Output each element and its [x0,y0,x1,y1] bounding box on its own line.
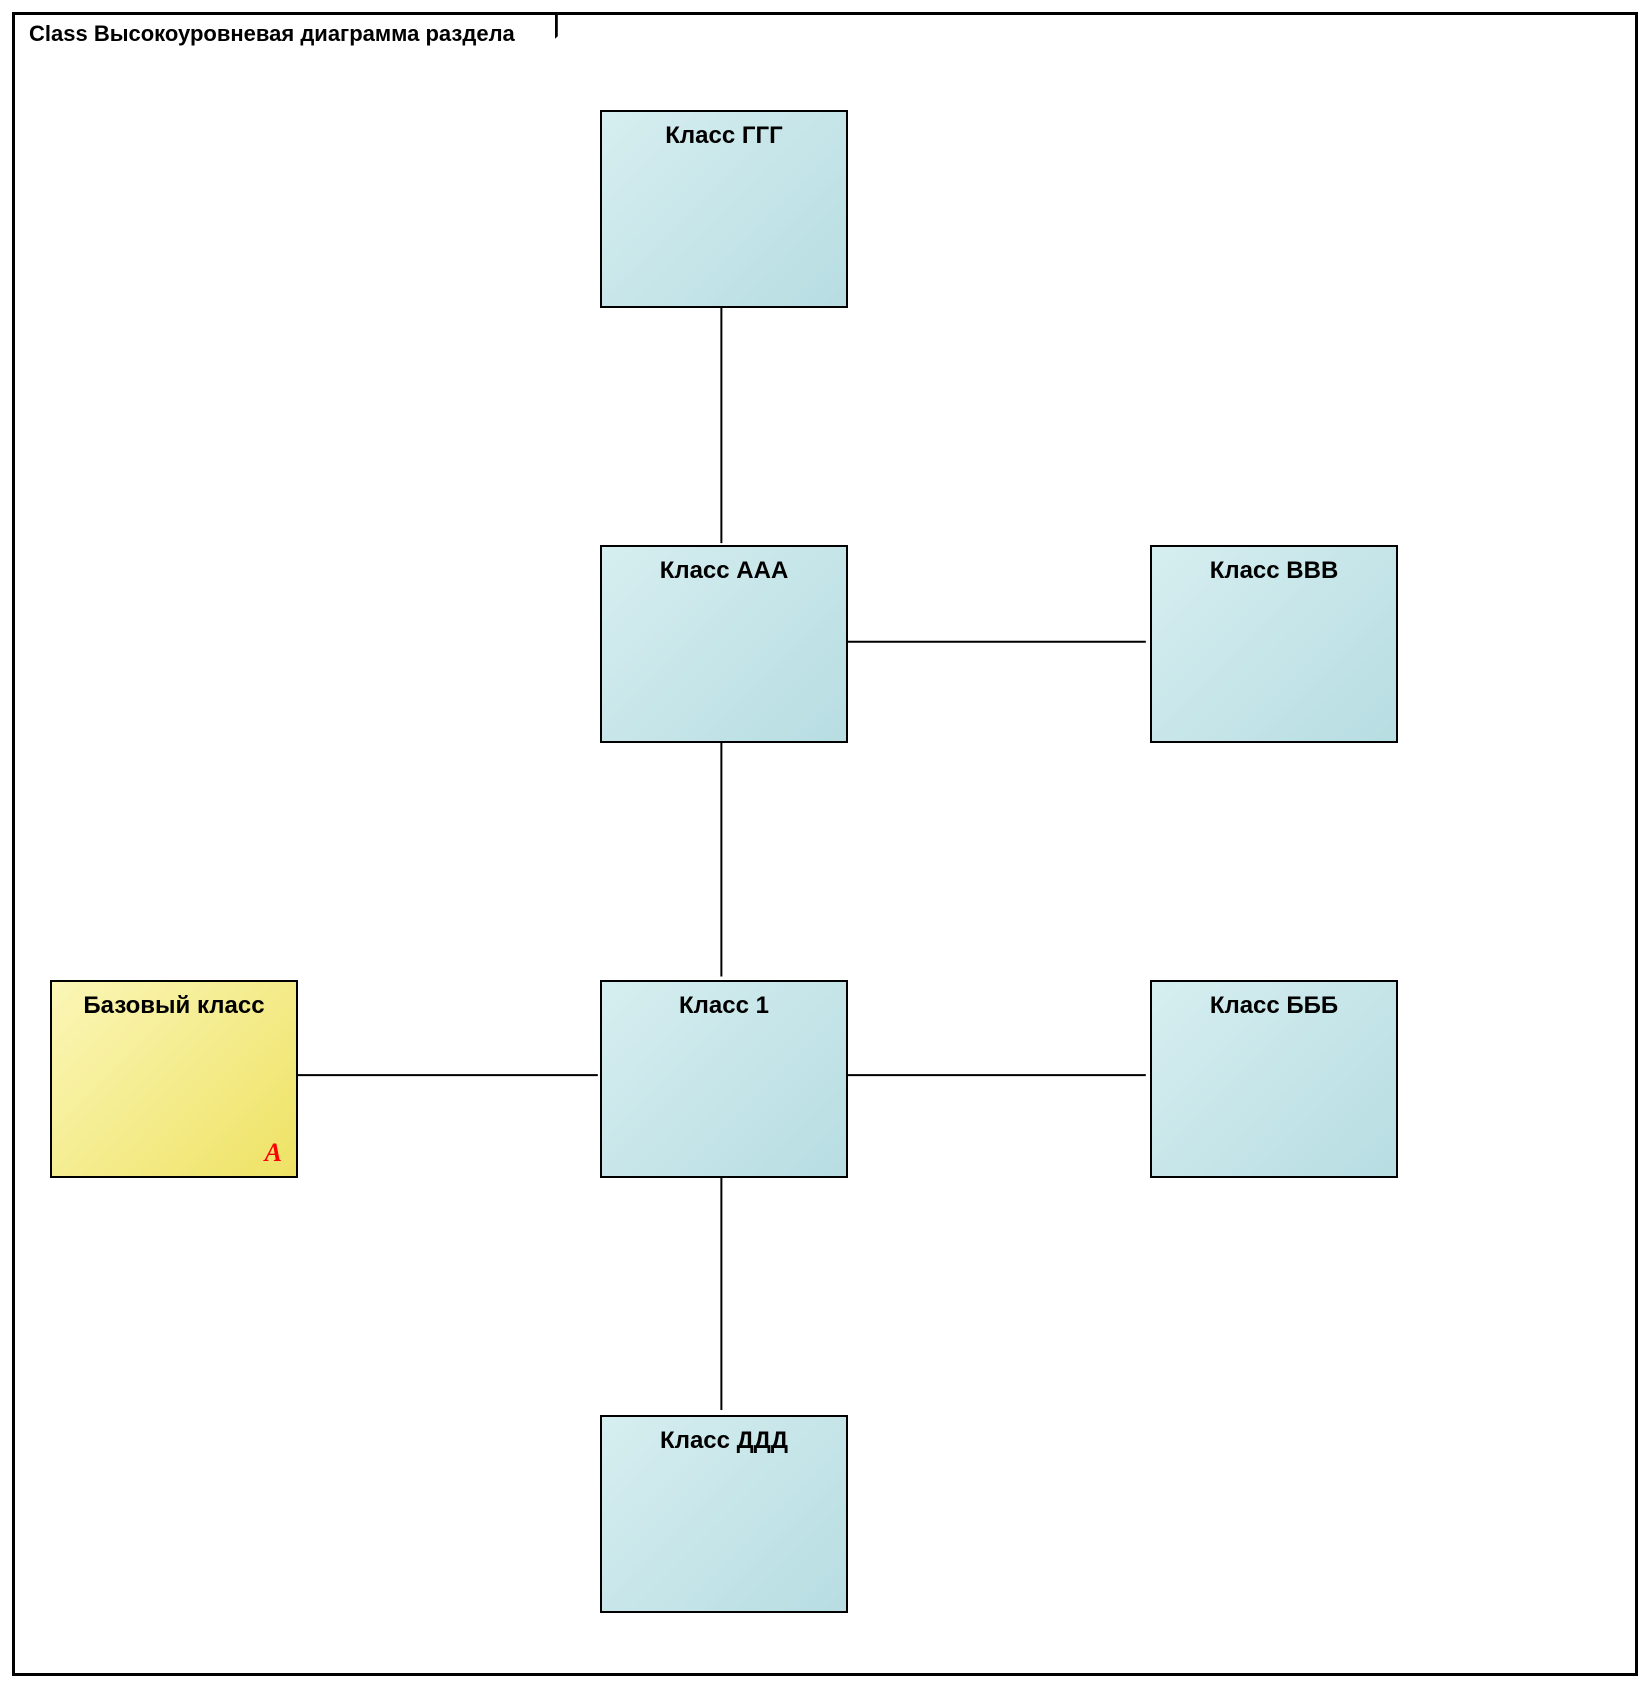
class-node-bbb-label: Класс ВВВ [1152,557,1396,585]
class-node-base-label: Базовый класс [52,992,296,1020]
class-node-ggg[interactable]: Класс ГГГ [600,110,848,308]
diagram-frame-title: Class Высокоуровневая диаграмма раздела [12,12,558,56]
class-node-ggg-label: Класс ГГГ [602,122,846,150]
class-node-cls1[interactable]: Класс 1 [600,980,848,1178]
class-node-ddd[interactable]: Класс ДДД [600,1415,848,1613]
class-node-base-marker: A [265,1138,282,1168]
class-node-bbb2[interactable]: Класс БББ [1150,980,1398,1178]
class-node-aaa[interactable]: Класс ААА [600,545,848,743]
class-node-bbb2-label: Класс БББ [1152,992,1396,1020]
diagram-frame: Class Высокоуровневая диаграмма раздела К… [12,12,1638,1676]
class-node-cls1-label: Класс 1 [602,992,846,1020]
class-node-aaa-label: Класс ААА [602,557,846,585]
class-node-base[interactable]: Базовый класс A [50,980,298,1178]
class-node-bbb[interactable]: Класс ВВВ [1150,545,1398,743]
diagram-canvas: Class Высокоуровневая диаграмма раздела К… [0,0,1650,1688]
class-node-ddd-label: Класс ДДД [602,1427,846,1455]
